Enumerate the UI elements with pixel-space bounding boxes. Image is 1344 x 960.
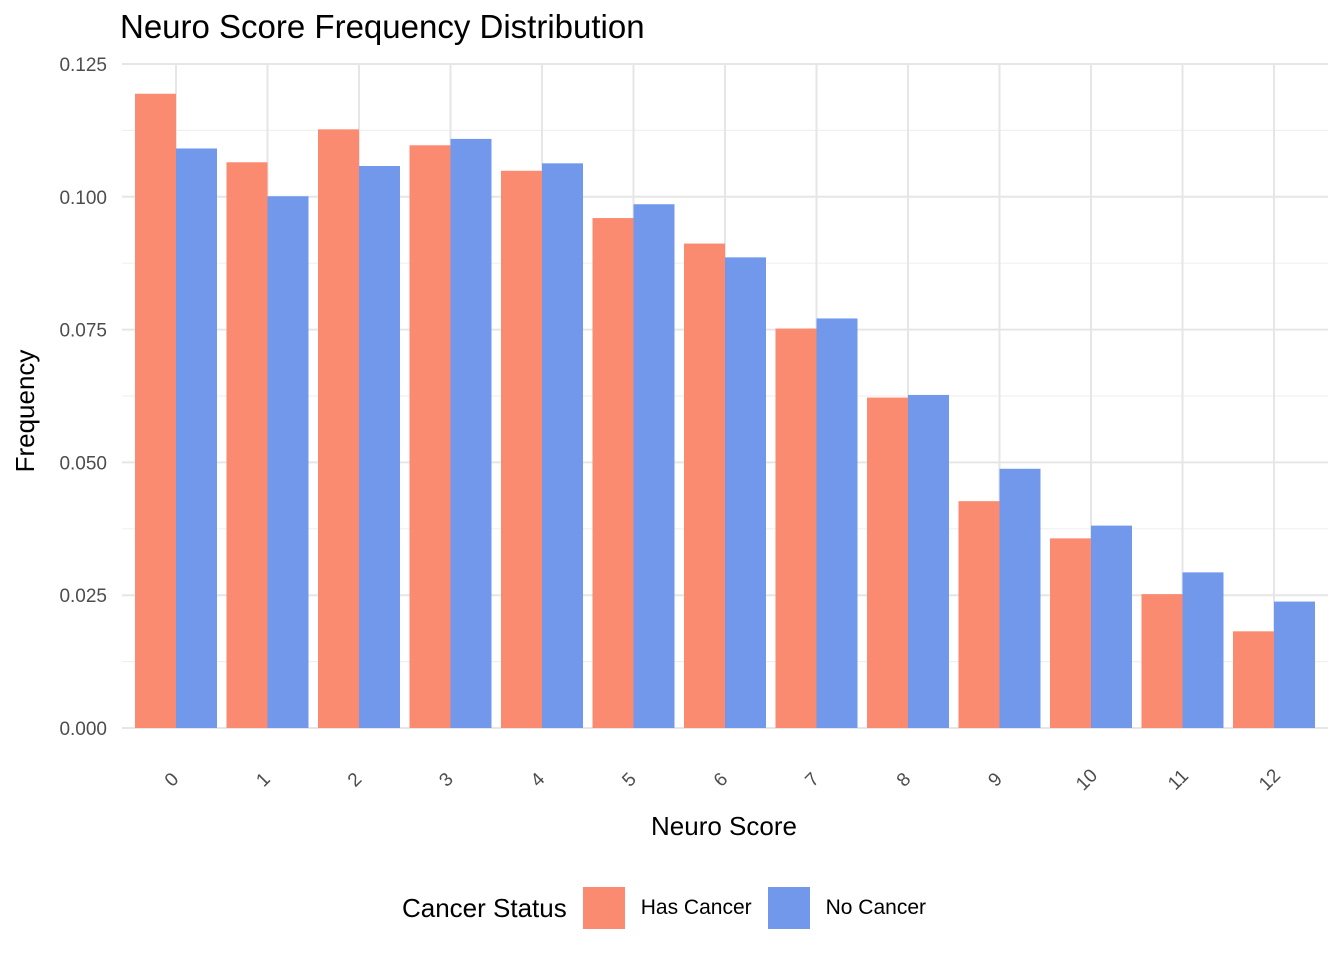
bar-has-cancer-12 bbox=[1233, 631, 1274, 728]
x-tick-label: 11 bbox=[1164, 766, 1193, 795]
bar-has-cancer-8 bbox=[867, 397, 908, 728]
bar-has-cancer-2 bbox=[318, 129, 359, 729]
bar-no-cancer-12 bbox=[1274, 601, 1315, 728]
bar-no-cancer-3 bbox=[450, 138, 492, 729]
bar-has-cancer-1 bbox=[226, 162, 268, 729]
y-tick-label: 0.025 bbox=[59, 586, 107, 607]
legend-swatch-has-cancer bbox=[582, 887, 625, 929]
x-tick-label: 1 bbox=[252, 769, 274, 791]
bar-has-cancer-4 bbox=[501, 170, 542, 729]
y-tick-label: 0.000 bbox=[59, 719, 107, 740]
bar-no-cancer-5 bbox=[633, 204, 675, 728]
bar-no-cancer-10 bbox=[1091, 525, 1132, 728]
x-axis: 0 1 2 3 4 5 6 7 8 9 10 11 12 bbox=[161, 765, 1285, 795]
y-tick-label: 0.050 bbox=[59, 453, 107, 474]
x-tick-label: 10 bbox=[1072, 765, 1102, 795]
x-tick-label: 6 bbox=[710, 769, 732, 791]
y-tick-label: 0.125 bbox=[59, 55, 107, 76]
bar-no-cancer-8 bbox=[908, 394, 949, 728]
x-tick-label: 7 bbox=[801, 769, 823, 791]
bar-has-cancer-5 bbox=[592, 218, 634, 728]
x-axis-label: Neuro Score bbox=[651, 811, 797, 841]
bar-has-cancer-6 bbox=[684, 243, 725, 728]
bar-no-cancer-2 bbox=[359, 165, 400, 728]
bar-has-cancer-0 bbox=[135, 93, 176, 729]
bar-no-cancer-4 bbox=[542, 163, 583, 728]
y-tick-label: 0.075 bbox=[59, 321, 107, 342]
legend-title: Cancer Status bbox=[401, 892, 567, 923]
y-axis: 0.000 0.025 0.050 0.075 0.100 0.125 bbox=[59, 55, 107, 740]
bar-no-cancer-7 bbox=[816, 318, 858, 728]
bar-has-cancer-3 bbox=[409, 145, 451, 728]
x-tick-label: 4 bbox=[527, 769, 550, 792]
bar-no-cancer-0 bbox=[176, 148, 217, 728]
bars bbox=[135, 93, 1315, 729]
legend-label-no-cancer: No Cancer bbox=[825, 896, 927, 919]
bar-has-cancer-7 bbox=[775, 328, 817, 728]
bar-no-cancer-9 bbox=[999, 468, 1041, 728]
legend-item-no-cancer: No Cancer bbox=[767, 887, 927, 929]
bar-has-cancer-9 bbox=[958, 501, 1000, 728]
x-tick-label: 8 bbox=[893, 769, 915, 791]
y-axis-label: Frequency bbox=[10, 350, 40, 473]
legend: Cancer Status Has Cancer No Cancer bbox=[0, 884, 1344, 932]
legend-item-has-cancer: Has Cancer bbox=[582, 887, 752, 929]
legend-swatch-no-cancer bbox=[767, 887, 810, 929]
y-tick-label: 0.100 bbox=[59, 188, 107, 209]
chart-title: Neuro Score Frequency Distribution bbox=[120, 8, 645, 45]
bar-no-cancer-1 bbox=[267, 196, 309, 728]
x-tick-label: 2 bbox=[344, 769, 366, 791]
x-tick-label: 12 bbox=[1255, 765, 1285, 795]
bar-has-cancer-10 bbox=[1050, 538, 1091, 728]
bar-has-cancer-11 bbox=[1141, 594, 1183, 728]
bar-no-cancer-11 bbox=[1182, 572, 1224, 728]
x-tick-label: 9 bbox=[984, 769, 1006, 791]
legend-label-has-cancer: Has Cancer bbox=[640, 896, 752, 919]
x-tick-label: 3 bbox=[435, 769, 457, 791]
x-tick-label: 5 bbox=[618, 769, 640, 791]
x-tick-label: 0 bbox=[161, 769, 183, 791]
bar-no-cancer-6 bbox=[725, 257, 766, 728]
